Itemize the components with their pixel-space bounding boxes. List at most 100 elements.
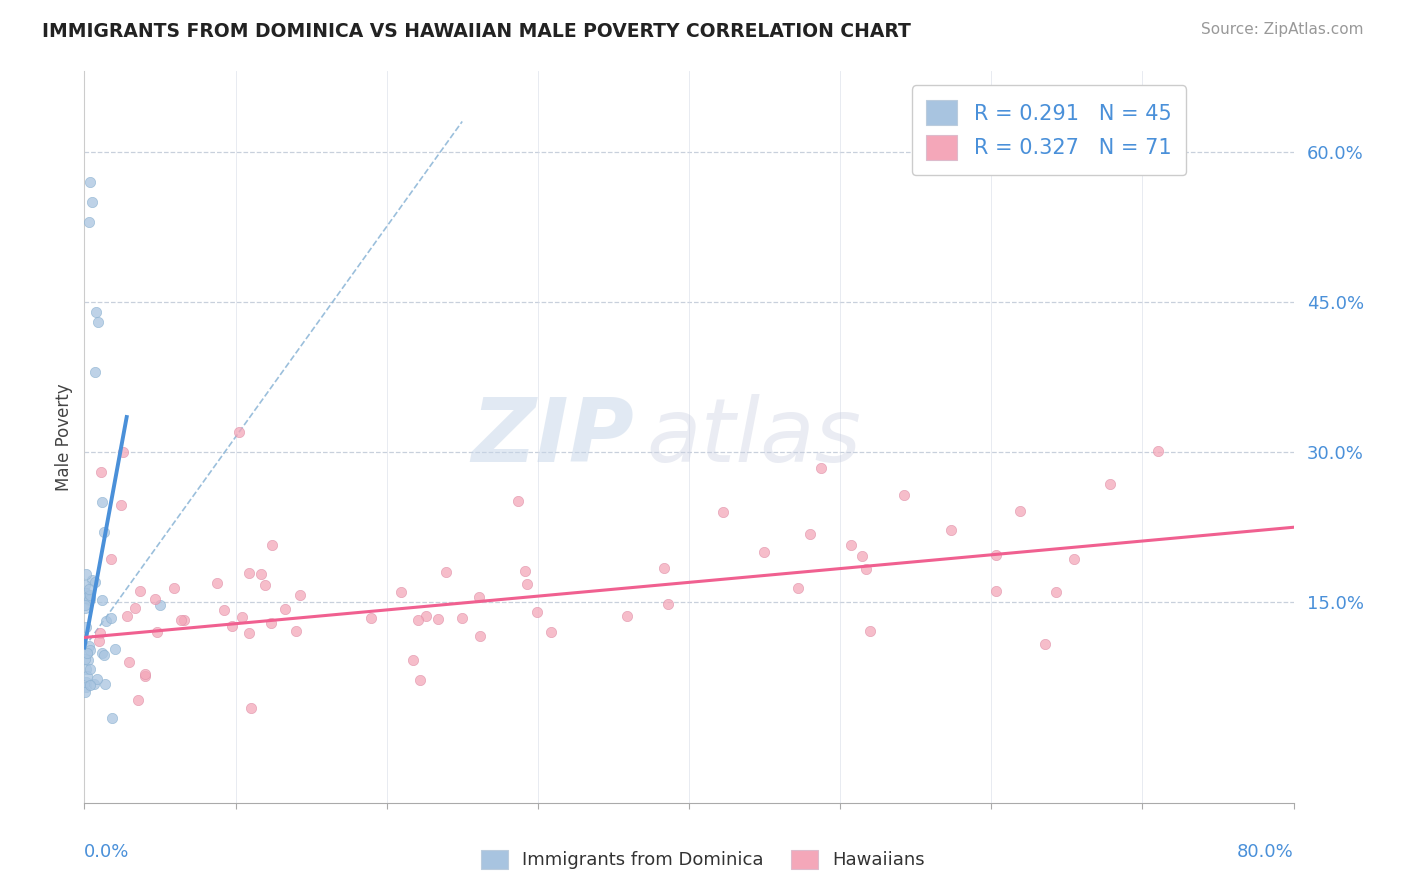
Point: [212, 603, 235, 617]
Legend: R = 0.291   N = 45, R = 0.327   N = 71: R = 0.291 N = 45, R = 0.327 N = 71: [911, 86, 1187, 175]
Point: [657, 597, 679, 611]
Point: [75, 652, 97, 666]
Point: [1033, 637, 1056, 651]
Point: [711, 505, 734, 519]
Point: [851, 549, 873, 563]
Point: [468, 591, 491, 605]
Point: [76, 668, 98, 682]
Point: [117, 655, 139, 669]
Point: [526, 605, 548, 619]
Point: [149, 598, 172, 612]
Point: [616, 609, 638, 624]
Text: 0.0%: 0.0%: [84, 843, 129, 861]
Point: [91, 495, 114, 509]
Point: [80, 573, 103, 587]
Point: [205, 576, 228, 591]
Point: [79, 582, 101, 596]
Point: [240, 700, 263, 714]
Point: [652, 561, 675, 575]
Y-axis label: Male Poverty: Male Poverty: [55, 384, 73, 491]
Point: [79, 662, 101, 676]
Point: [93, 525, 115, 540]
Point: [1098, 477, 1121, 491]
Point: [84, 574, 107, 589]
Point: [86, 305, 108, 319]
Point: [77, 214, 100, 228]
Point: [389, 584, 412, 599]
Point: [79, 588, 101, 602]
Point: [401, 653, 423, 667]
Point: [124, 600, 146, 615]
Point: [810, 460, 832, 475]
Point: [77, 639, 100, 653]
Point: [145, 625, 167, 640]
Point: [221, 619, 243, 633]
Point: [89, 626, 111, 640]
Point: [76, 647, 98, 661]
Point: [752, 545, 775, 559]
Point: [87, 634, 110, 648]
Point: [468, 629, 491, 643]
Point: [260, 538, 283, 552]
Point: [93, 676, 115, 690]
Point: [799, 527, 821, 541]
Point: [90, 465, 112, 479]
Point: [79, 175, 101, 189]
Point: [76, 653, 98, 667]
Point: [893, 488, 915, 502]
Point: [540, 625, 562, 640]
Point: [1045, 584, 1067, 599]
Point: [75, 566, 97, 581]
Point: [859, 624, 882, 639]
Point: [939, 523, 962, 537]
Point: [83, 676, 105, 690]
Point: [426, 612, 449, 626]
Point: [451, 611, 474, 625]
Point: [79, 592, 101, 607]
Point: [786, 581, 808, 595]
Point: [86, 672, 108, 686]
Point: [163, 581, 186, 595]
Point: [79, 642, 101, 657]
Point: [115, 609, 138, 624]
Point: [515, 565, 537, 579]
Point: [90, 646, 112, 660]
Point: [274, 601, 297, 615]
Point: [80, 194, 103, 209]
Point: [238, 566, 260, 580]
Point: [75, 578, 97, 592]
Point: [238, 625, 260, 640]
Point: [128, 584, 150, 599]
Point: [76, 647, 98, 661]
Point: [100, 551, 122, 566]
Point: [75, 586, 97, 600]
Text: atlas: atlas: [647, 394, 862, 480]
Point: [104, 642, 127, 657]
Point: [75, 685, 97, 699]
Point: [288, 588, 311, 602]
Point: [1147, 443, 1170, 458]
Point: [75, 675, 97, 690]
Point: [173, 613, 195, 627]
Point: [986, 549, 1008, 563]
Point: [94, 614, 117, 628]
Point: [100, 711, 122, 725]
Text: IMMIGRANTS FROM DOMINICA VS HAWAIIAN MALE POVERTY CORRELATION CHART: IMMIGRANTS FROM DOMINICA VS HAWAIIAN MAL…: [42, 22, 911, 41]
Text: ZIP: ZIP: [472, 393, 634, 481]
Point: [228, 425, 250, 439]
Point: [110, 498, 132, 512]
Point: [434, 565, 457, 579]
Point: [134, 667, 156, 681]
Point: [134, 669, 156, 683]
Point: [84, 365, 107, 379]
Point: [87, 315, 110, 329]
Point: [77, 592, 100, 607]
Point: [855, 562, 877, 576]
Point: [516, 577, 538, 591]
Point: [260, 615, 283, 630]
Point: [231, 610, 253, 624]
Point: [250, 567, 273, 582]
Point: [143, 592, 166, 607]
Point: [984, 584, 1007, 599]
Point: [100, 610, 122, 624]
